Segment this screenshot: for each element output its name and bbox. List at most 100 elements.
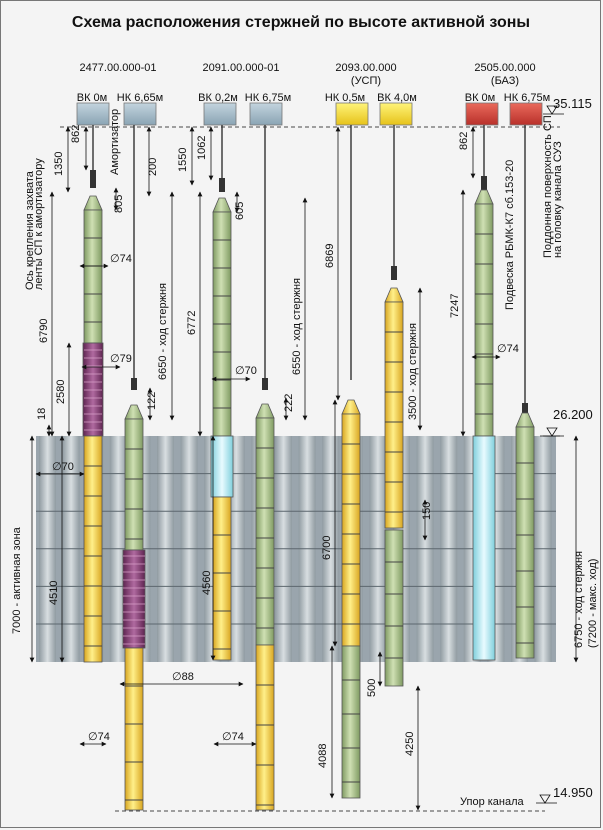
dim-200: 200: [147, 158, 159, 176]
rod-head-cone: [83, 195, 103, 211]
position-label-4: НК 6,75м: [245, 92, 291, 104]
amortizator-block: [481, 176, 487, 190]
group-code-4: 2505.00.000: [474, 62, 535, 74]
rod-head-cone: [212, 197, 232, 213]
diagram-title: Схема расположения стержней по высоте ак…: [72, 14, 530, 31]
diagram-body: [29, 102, 579, 812]
rod-head-cone: [341, 399, 361, 415]
rod-3-yellow-section: [212, 496, 232, 661]
active-zone-label: 7000 - активная зона: [11, 526, 23, 634]
dim-150: 150: [421, 502, 433, 520]
amortizator-block: [522, 403, 528, 415]
rod-6-green-section: [384, 529, 404, 687]
dim-6772: 6772: [186, 311, 198, 335]
stroke-label-2: 6550 - ход стержня: [291, 278, 303, 375]
position-label-7: ВК 0м: [465, 92, 495, 104]
amortizator-label: Амортизатор: [109, 109, 121, 175]
dim-6700: 6700: [321, 536, 333, 560]
position-label-1: ВК 0м: [77, 92, 107, 104]
dim-500: 500: [366, 679, 378, 697]
group-sub-3: (УСП): [351, 75, 381, 87]
head-box-blue: [123, 102, 157, 126]
dim-7247: 7247: [449, 294, 461, 318]
stroke-label-1: 6650 - ход стержня: [157, 283, 169, 380]
stroke-right-label-1: 6750 - ход стержня: [573, 551, 585, 648]
head-box-blue: [76, 102, 110, 126]
dim-222: 222: [283, 394, 295, 412]
stroke-label-3: 3500 - ход стержня: [407, 323, 419, 420]
dim-862-a: 862: [70, 125, 82, 143]
rod-head-cone: [255, 403, 275, 419]
head-box-blue: [203, 102, 237, 126]
diameter-74-d: ∅74: [497, 343, 519, 355]
rod-7-cyan-section: [472, 435, 496, 661]
dim-805: 805: [113, 195, 125, 213]
diameter-88: ∅88: [172, 671, 194, 683]
rod-1-yellow-section: [83, 435, 103, 663]
dim-4510: 4510: [48, 581, 60, 605]
diameter-74-c: ∅74: [222, 731, 244, 743]
diameter-79: ∅79: [110, 353, 132, 365]
amortizator-block: [391, 266, 397, 280]
rod-2-absorber-section: [122, 549, 146, 649]
level-marker-core: [546, 427, 558, 437]
dim-4250: 4250: [404, 732, 416, 756]
diameter-70-b: ∅70: [235, 365, 257, 377]
rod-4-yellow-section: [255, 644, 275, 811]
group-sub-4: (БАЗ): [491, 75, 519, 87]
rod-head-cone: [384, 287, 404, 303]
dim-6790: 6790: [38, 319, 50, 343]
group-code-3: 2093.00.000: [335, 62, 396, 74]
dim-4560: 4560: [201, 571, 213, 595]
head-box-yellow: [335, 102, 369, 126]
rod-2-yellow-section: [124, 647, 144, 811]
dim-6869: 6869: [324, 244, 336, 268]
diameter-74-b: ∅74: [88, 731, 110, 743]
stroke-right-label-2: (7200 - макс. ход): [587, 559, 599, 648]
amortizator-block: [262, 378, 268, 390]
group-code-1: 2477.00.000-01: [79, 62, 156, 74]
diameter-70-a: ∅70: [52, 461, 74, 473]
rod-1-green-section: [83, 209, 103, 344]
head-box-yellow: [379, 102, 413, 126]
rod-6-yellow-section: [384, 301, 404, 529]
rod-head-cone: [124, 404, 144, 420]
rod-2-green-section: [124, 418, 144, 551]
amortizator-block: [90, 170, 96, 188]
head-box-red: [509, 102, 543, 126]
level-core-top: 26.200: [553, 407, 593, 422]
rod-5-yellow-section: [341, 413, 361, 647]
position-label-8: НК 6,75м: [504, 92, 550, 104]
rod-8-green-section: [515, 426, 535, 659]
position-label-6: ВК 4,0м: [377, 92, 417, 104]
surface-label-2: на головку канала СУЗ: [552, 141, 564, 258]
level-bottom: 14.950: [553, 785, 593, 800]
level-top: 35.115: [553, 96, 592, 111]
channel-stop-label: Упор канала: [460, 796, 525, 808]
level-marker-top: [546, 105, 558, 115]
surface-label-1: Поддонная поверхность СП: [542, 115, 554, 258]
rod-7-green-section: [474, 203, 494, 437]
grip-axis-label-1: Ось крепления захвата: [24, 170, 36, 290]
dim-2580: 2580: [55, 380, 67, 404]
position-label-3: ВК 0,2м: [198, 92, 238, 104]
grip-axis-label-2: ленты СП к амортизатору: [33, 158, 45, 290]
level-marker-bottom: [539, 794, 551, 804]
dim-1550: 1550: [177, 148, 189, 172]
amortizator-block: [219, 178, 225, 192]
amortizator-block: [131, 378, 137, 390]
suspension-label: Подвеска РБМК-К7 сб.153-20: [504, 160, 516, 310]
dim-862-b: 862: [458, 132, 470, 150]
dim-18: 18: [36, 408, 48, 420]
dim-1062: 1062: [196, 136, 208, 160]
dim-605: 605: [234, 202, 246, 220]
head-box-red: [465, 102, 499, 126]
position-label-5: НК 0,5м: [325, 92, 365, 104]
rod-head-cone: [515, 412, 535, 428]
position-label-2: НК 6,65м: [117, 92, 163, 104]
rod-5-green-section: [341, 645, 361, 799]
dim-122: 122: [146, 392, 158, 410]
